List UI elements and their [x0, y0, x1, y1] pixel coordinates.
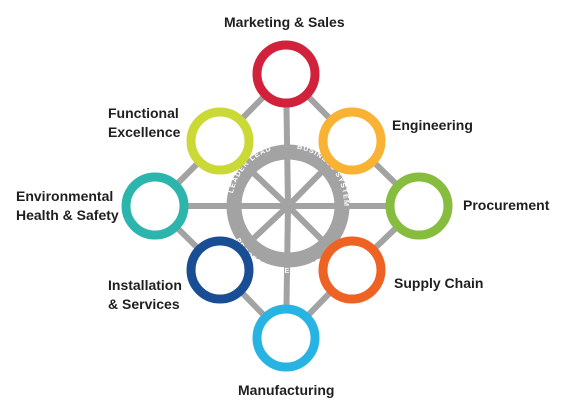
node-rings: [121, 40, 453, 372]
label-functional-excellence: Functional Excellence: [108, 105, 181, 140]
label-supply-chain: Supply Chain: [394, 275, 484, 291]
label-engineering: Engineering: [392, 117, 473, 133]
label-marketing-sales: Marketing & Sales: [224, 14, 345, 30]
node-ring-functional-excellence: [186, 107, 254, 175]
connector-lines: [152, 71, 422, 341]
node-ring-supply-chain: [318, 236, 386, 304]
node-ring-manufacturing: [252, 304, 320, 372]
node-ring-environmental-health-safety: [121, 172, 189, 240]
label-manufacturing: Manufacturing: [238, 382, 335, 398]
center-hub-ring: [226, 144, 350, 268]
node-ring-installation-services: [186, 236, 254, 304]
node-ring-procurement: [385, 172, 453, 240]
label-procurement: Procurement: [463, 197, 550, 213]
node-ring-marketing-sales: [252, 40, 320, 108]
label-environmental-health-safety: Environmental Health & Safety: [16, 188, 119, 223]
label-installation-services: Installation & Services: [108, 277, 182, 312]
node-ring-engineering: [318, 107, 386, 175]
